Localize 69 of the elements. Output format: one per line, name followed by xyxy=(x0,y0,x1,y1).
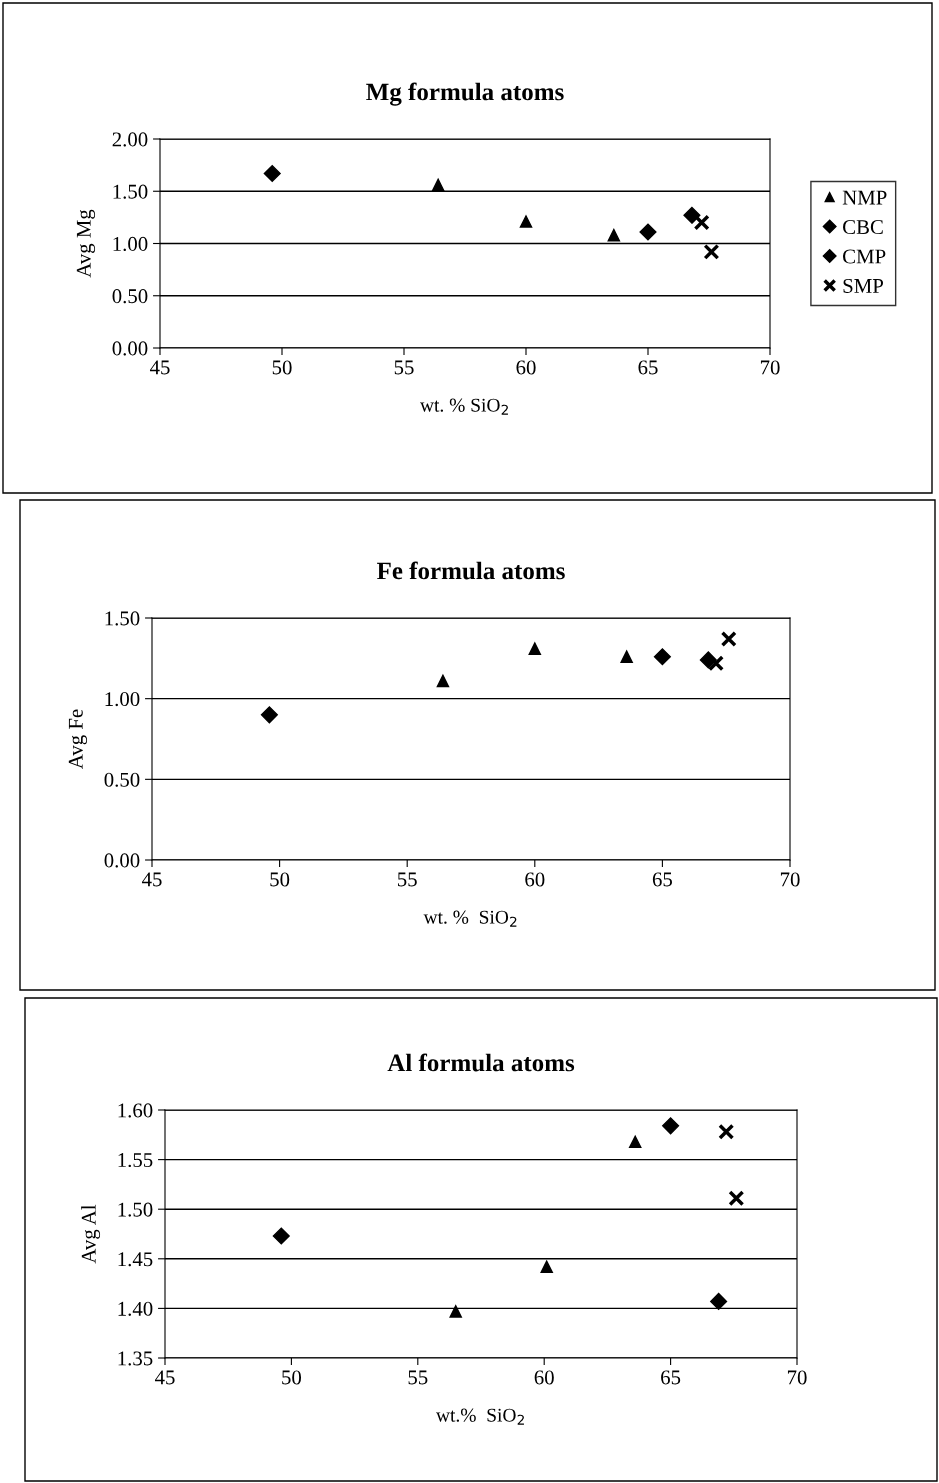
point xyxy=(728,1190,745,1207)
x-tick-label: 70 xyxy=(760,360,780,375)
y-tick-label: 1.40 xyxy=(118,1301,153,1316)
point xyxy=(653,648,671,666)
x-tick-label: 65 xyxy=(638,360,658,375)
y-axis-title: Avg Al xyxy=(81,1204,101,1264)
y-axis-title: Avg Fe xyxy=(68,709,88,769)
y-tick-label: 1.50 xyxy=(105,611,140,626)
y-tick-label: 2.00 xyxy=(112,132,148,147)
y-tick-label: 0.00 xyxy=(112,341,148,356)
x-axis-title: wt.% SiO$_{2}$ xyxy=(436,1408,524,1425)
x-tick-label: 45 xyxy=(141,872,162,887)
y-tick-label: 1.55 xyxy=(118,1153,153,1168)
point xyxy=(703,243,720,260)
point xyxy=(436,674,450,688)
y-tick-label: 1.00 xyxy=(113,236,148,252)
point xyxy=(431,178,445,192)
x-tick-label: 70 xyxy=(787,1370,807,1385)
x-axis-title: wt. % SiO$_{2}$ xyxy=(420,398,508,415)
x-tick-label: 60 xyxy=(525,872,545,887)
x-tick-label: 55 xyxy=(408,1370,428,1385)
x-tick-label: 50 xyxy=(282,1370,302,1385)
x-tick-label: 45 xyxy=(149,360,170,375)
point xyxy=(662,1117,680,1135)
y-tick-label: 1.60 xyxy=(118,1103,153,1118)
y-axis-title: Avg Mg xyxy=(76,209,96,278)
legend-label: CBC xyxy=(843,220,883,235)
x-tick-label: 45 xyxy=(154,1370,175,1385)
point xyxy=(708,655,724,672)
point xyxy=(710,1292,728,1311)
point xyxy=(720,630,737,647)
y-tick-label: 1.50 xyxy=(118,1202,153,1217)
point xyxy=(528,642,542,655)
y-tick-label: 1.35 xyxy=(118,1351,153,1366)
legend-label: NMP xyxy=(842,190,887,205)
y-tick-label: 1.50 xyxy=(113,184,148,199)
point xyxy=(272,1227,290,1245)
point xyxy=(693,214,710,231)
point xyxy=(519,215,533,228)
point xyxy=(639,223,657,241)
x-axis-title: wt. % SiO$_{2}$ xyxy=(423,910,517,927)
y-tick-label: 1.00 xyxy=(105,692,140,707)
x-tick-label: 70 xyxy=(780,872,800,887)
legend-label: SMP xyxy=(843,278,884,293)
y-tick-label: 0.00 xyxy=(104,853,140,868)
point xyxy=(540,1260,553,1273)
x-tick-label: 65 xyxy=(661,1370,681,1385)
chart-title: Mg formula atoms xyxy=(366,82,564,106)
chart-title: Al formula atoms xyxy=(387,1053,575,1072)
x-tick-label: 60 xyxy=(516,360,536,375)
point xyxy=(718,1123,735,1140)
x-tick-label: 55 xyxy=(397,872,417,887)
x-tick-label: 60 xyxy=(534,1370,554,1385)
legend-label: CMP xyxy=(843,249,886,264)
point xyxy=(263,164,281,183)
y-tick-label: 1.45 xyxy=(118,1252,153,1267)
point xyxy=(628,1135,642,1148)
x-tick-label: 55 xyxy=(394,360,414,375)
x-tick-label: 50 xyxy=(270,872,290,887)
x-tick-label: 50 xyxy=(272,360,292,375)
point xyxy=(449,1305,462,1318)
point xyxy=(620,650,633,663)
x-tick-label: 65 xyxy=(652,872,672,887)
y-tick-label: 0.50 xyxy=(112,289,148,304)
chart-title: Fe formula atoms xyxy=(377,561,565,580)
point xyxy=(683,206,701,224)
point xyxy=(607,228,621,242)
point xyxy=(260,706,278,724)
y-tick-label: 0.50 xyxy=(104,772,140,787)
